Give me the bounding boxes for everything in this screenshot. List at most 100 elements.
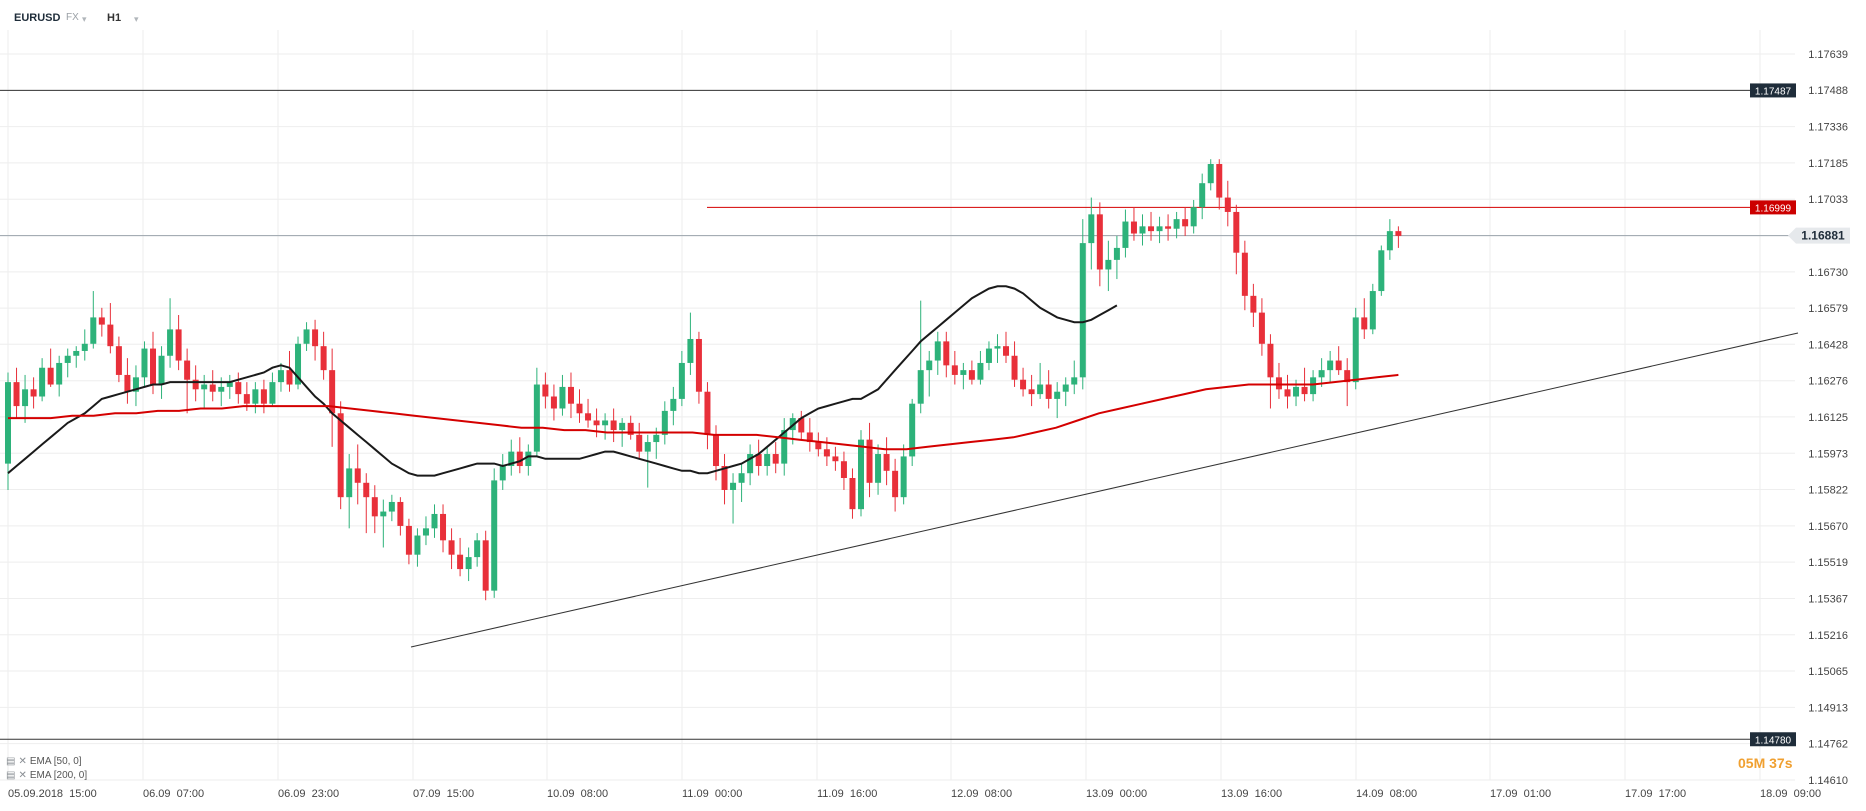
candle-body-down: [798, 418, 805, 433]
legend-settings-icon[interactable]: ▤: [6, 756, 16, 767]
candle-body-down: [772, 454, 779, 464]
candle-body-up: [1173, 219, 1180, 229]
candle-body-up: [1310, 377, 1317, 395]
x-tick-label: 13.09 16:00: [1221, 788, 1282, 800]
y-tick-label: 1.15216: [1808, 630, 1848, 642]
legend-ema200[interactable]: ▤ ✕ EMA [200, 0]: [6, 770, 87, 781]
candle-body-down: [320, 346, 327, 371]
candle-body-down: [832, 456, 839, 462]
candle-body-down: [312, 329, 319, 347]
x-tick-label: 10.09 08:00: [547, 788, 608, 800]
candle-body-up: [431, 513, 438, 529]
x-tick-label: 17.09 17:00: [1625, 788, 1686, 800]
candle-body-down: [1267, 343, 1274, 378]
legend-remove-icon[interactable]: ✕: [18, 770, 26, 781]
y-tick-label: 1.16276: [1808, 376, 1848, 388]
candle-body-down: [286, 370, 293, 385]
candle-body-down: [806, 432, 813, 443]
candle-body-up: [602, 420, 609, 426]
candle-body-down: [576, 403, 583, 414]
ema-50-line: [7, 285, 1118, 477]
candle-body-up: [22, 389, 29, 407]
y-tick-label: 1.14762: [1808, 739, 1848, 751]
candle-body-up: [653, 434, 660, 443]
price-tag-current: 1.16881: [1788, 227, 1850, 244]
candle-body-up: [960, 370, 967, 375]
price-tag-lower-line-text: 1.14780: [1755, 735, 1792, 746]
y-tick-label: 1.15367: [1808, 594, 1848, 606]
candle-body-up: [73, 350, 80, 356]
legend-remove-icon[interactable]: ✕: [18, 756, 26, 767]
x-tick-label: 05.09.2018 15:00: [8, 788, 97, 800]
y-tick-label: 1.14913: [1808, 702, 1848, 714]
trendline[interactable]: [410, 332, 1799, 648]
candle-body-up: [346, 468, 353, 498]
candle-body-down: [1003, 346, 1010, 356]
countdown-minutes: 05M: [1738, 755, 1766, 771]
candle-body-down: [849, 477, 856, 510]
x-tick-label: 11.09 16:00: [817, 788, 877, 800]
candle-body-down: [840, 461, 847, 478]
price-tag-alert-line: 1.16999: [1750, 200, 1796, 215]
candle-body-up: [1156, 226, 1163, 232]
candle-body-down: [1224, 197, 1231, 212]
candle-body-up: [1190, 207, 1197, 227]
candle-body-up: [747, 454, 754, 474]
candle-body-up: [1199, 183, 1206, 208]
symbol-label[interactable]: EURUSD: [14, 12, 61, 24]
candle-body-up: [132, 377, 139, 392]
timeframe-selector[interactable]: H1: [107, 12, 122, 24]
candle-body-down: [815, 442, 822, 450]
legend-ema50[interactable]: ▤ ✕ EMA [50, 0]: [6, 756, 82, 767]
candle-body-down: [209, 384, 216, 392]
candle-body-up: [525, 451, 532, 467]
candle-body-down: [1182, 219, 1189, 227]
candle-body-down: [124, 374, 131, 392]
candle-body-down: [1361, 317, 1368, 330]
price-tag-alert-line-text: 1.16999: [1755, 203, 1792, 214]
candle-body-down: [627, 422, 634, 435]
y-tick-label: 1.16730: [1808, 267, 1848, 279]
candle-body-up: [781, 430, 788, 464]
candle-body-up: [64, 355, 71, 363]
price-tag-current-text: 1.16881: [1801, 229, 1845, 243]
candle-body-down: [354, 468, 361, 483]
candle-body-up: [303, 329, 310, 344]
y-tick-label: 1.17488: [1808, 85, 1848, 97]
candle-body-down: [13, 382, 20, 407]
candle-body-down: [695, 338, 702, 392]
candle-body-down: [593, 420, 600, 426]
candle-body-up: [252, 389, 259, 404]
candle-body-up: [422, 528, 429, 536]
y-tick-label: 1.16428: [1808, 339, 1848, 351]
candle-body-up: [201, 384, 208, 390]
price-tag-alert-line-background: [1750, 200, 1796, 215]
candle-body-up: [414, 535, 421, 555]
candle-body-down: [329, 370, 336, 414]
candle-body-up: [474, 540, 481, 558]
candle-body-down: [823, 449, 830, 457]
candle-body-down: [712, 434, 719, 467]
candle-body-up: [158, 355, 165, 385]
candle-body-up: [218, 386, 225, 392]
x-tick-label: 14.09 08:00: [1356, 788, 1417, 800]
candle-body-down: [363, 482, 370, 498]
price-tag-lower-line-background: [1750, 732, 1796, 747]
y-tick-label: 1.15822: [1808, 485, 1848, 497]
legend-settings-icon[interactable]: ▤: [6, 770, 16, 781]
candle-body-up: [5, 382, 11, 464]
candle-body-down: [951, 365, 958, 375]
candle-body-up: [1139, 226, 1146, 234]
market-dropdown-icon[interactable]: ▾: [82, 14, 87, 24]
timeframe-dropdown-icon[interactable]: ▾: [134, 14, 139, 24]
x-tick-label: 06.09 23:00: [278, 788, 339, 800]
y-tick-label: 1.17639: [1808, 49, 1848, 61]
candle-body-up: [1207, 164, 1214, 184]
chart-toolbar: EURUSD FX ▾ H1 ▾: [0, 0, 1866, 36]
price-tag-upper-line-background: [1750, 83, 1796, 98]
candle-body-up: [678, 362, 685, 399]
x-tick-label: 12.09 08:00: [951, 788, 1012, 800]
market-label[interactable]: FX: [66, 12, 79, 23]
y-tick-label: 1.15670: [1808, 521, 1848, 533]
